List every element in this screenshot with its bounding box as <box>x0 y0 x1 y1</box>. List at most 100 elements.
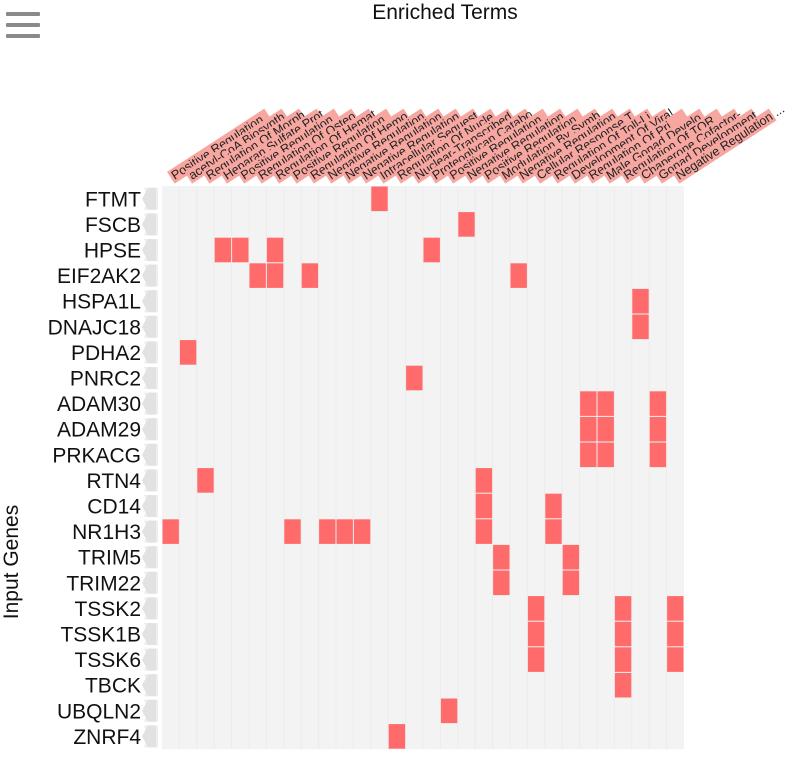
chart-title: Enriched Terms <box>372 1 518 24</box>
column-label-background <box>341 108 446 184</box>
heatmap-cell-hit <box>562 544 580 570</box>
heatmap-cell-hit <box>527 596 545 621</box>
heatmap-cell-hit <box>266 237 284 263</box>
column-label-background <box>497 108 603 184</box>
heatmap-cell-hit <box>562 570 580 596</box>
heatmap-cell-hit <box>580 416 597 442</box>
heatmap-cell-hit <box>423 237 440 263</box>
row-label-arrow-tip <box>142 315 156 338</box>
row-label-arrow-tip <box>142 520 156 543</box>
row-label: TRIM22 <box>66 572 141 595</box>
heatmap-cell-hit <box>493 570 510 596</box>
column-label-background <box>532 108 638 184</box>
heatmap-cell-hit <box>475 468 493 493</box>
column-label-background <box>410 108 516 184</box>
heatmap-cell-hit <box>649 391 667 416</box>
row-label: TSSK6 <box>74 649 141 672</box>
y-axis-label: Input Genes <box>0 505 23 619</box>
row-label: CD14 <box>87 496 141 519</box>
row-label: HPSE <box>84 240 141 263</box>
row-label: PRKACG <box>52 444 141 467</box>
column-label-background <box>445 108 551 184</box>
row-label: PDHA2 <box>71 342 141 365</box>
column-label-background <box>375 108 481 184</box>
row-label: TSSK1B <box>60 624 141 647</box>
heatmap-cell-hit <box>388 724 406 749</box>
row-label: ADAM30 <box>57 393 141 416</box>
heatmap-cell-hit <box>614 596 632 621</box>
row-label-arrow-tip <box>142 648 156 671</box>
column-label-background <box>271 108 377 184</box>
row-label-arrow-tip <box>142 239 156 261</box>
heatmap-cell-hit <box>440 698 458 724</box>
heatmap-cell-hit <box>406 365 423 391</box>
row-label: ADAM29 <box>57 419 141 442</box>
row-label-arrow-tip <box>142 392 156 415</box>
row-label: HSPA1L <box>62 291 141 314</box>
row-label: PNRC2 <box>70 368 141 391</box>
row-label-arrow-tip <box>142 443 156 466</box>
column-label-background <box>219 108 325 184</box>
column-label-background <box>306 108 412 184</box>
column-label-background <box>254 108 359 184</box>
row-label-arrow-tip <box>142 495 156 517</box>
row-label: EIF2AK2 <box>57 265 141 288</box>
row-label-arrow-tip <box>142 213 156 236</box>
row-label: NR1H3 <box>72 521 141 544</box>
heatmap-cell-hit <box>649 416 667 442</box>
row-label: FTMT <box>85 188 141 211</box>
column-label-background <box>515 108 620 184</box>
heatmap-cell-hit <box>597 442 614 468</box>
row-label-arrow-tip <box>142 597 156 620</box>
row-label-arrow-tip <box>142 418 156 441</box>
heatmap-cell-hit <box>510 263 527 288</box>
heatmap-cell-hit <box>632 288 649 314</box>
row-label-arrow-tip <box>142 699 156 722</box>
heatmap-cell-hit <box>632 314 649 340</box>
row-label: TBCK <box>85 675 141 698</box>
column-label-background <box>184 108 290 184</box>
row-label-arrow-tip <box>142 571 156 594</box>
row-label: FSCB <box>85 214 141 237</box>
row-label: TRIM5 <box>78 547 141 570</box>
heatmap-cell-hit <box>667 596 684 621</box>
heatmap-cell-hit <box>475 493 493 519</box>
heatmap-cell-hit <box>458 212 475 237</box>
heatmap-cell-hit <box>614 621 632 647</box>
heatmap-cell-hit <box>475 519 493 544</box>
column-label-background <box>480 108 586 184</box>
row-label: DNAJC18 <box>48 316 141 339</box>
heatmap-cell-hit <box>597 391 614 416</box>
heatmap-cell-hit <box>614 647 632 672</box>
row-label: TSSK2 <box>74 598 141 621</box>
row-label: RTN4 <box>87 470 142 493</box>
column-label-background <box>323 108 429 184</box>
row-label-arrow-tip <box>142 469 156 492</box>
row-label-arrow-tip <box>142 264 156 287</box>
column-label-background <box>358 108 464 184</box>
heatmap-cell-hit <box>232 237 249 263</box>
row-label: UBQLN2 <box>57 700 141 723</box>
heatmap-cell-hit <box>266 263 284 288</box>
row-label-arrow-tip <box>142 725 156 748</box>
row-label-arrow-tip <box>142 341 156 364</box>
column-label-background <box>201 108 307 184</box>
hamburger-menu-icon[interactable] <box>6 12 42 44</box>
column-label-background <box>428 108 533 184</box>
heatmap-cell-hit <box>667 647 684 672</box>
heatmap-cell-hit <box>493 544 510 570</box>
column-label-background <box>654 108 760 184</box>
column-label-background <box>619 108 725 184</box>
column-label-background <box>567 108 673 184</box>
column-label-background <box>393 108 499 184</box>
row-label-arrow-tip <box>142 674 156 697</box>
heatmap-cell-hit <box>179 340 197 365</box>
heatmap-cell-hit <box>336 519 353 544</box>
column-label-background <box>671 108 777 184</box>
column-label-background <box>549 108 655 184</box>
column-label-background <box>462 108 568 184</box>
column-label-background <box>636 108 742 184</box>
heatmap-cell-hit <box>319 519 336 544</box>
heatmap-cell-hit <box>649 442 667 468</box>
